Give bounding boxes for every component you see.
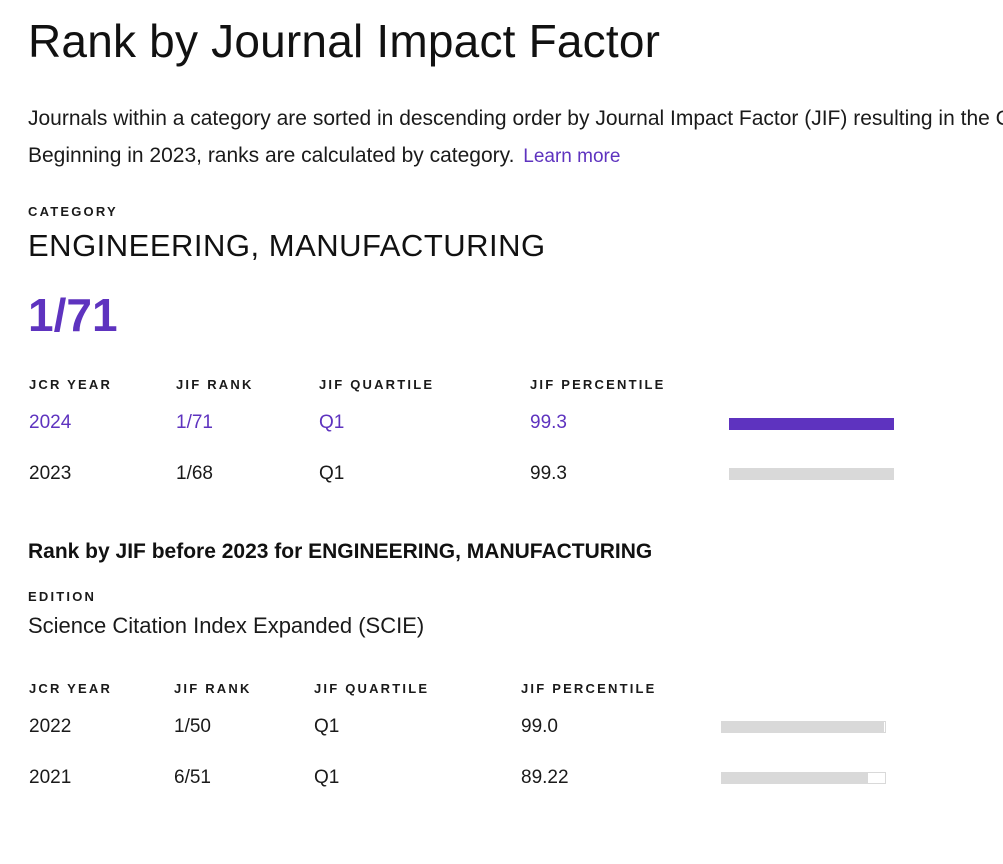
category-name: ENGINEERING, MANUFACTURING <box>28 228 546 263</box>
row-rank: 1/50 <box>174 716 211 737</box>
header-jcr-year: JCR YEAR <box>29 377 113 392</box>
header-jif-percentile: JIF PERCENTILE <box>530 377 666 392</box>
row-rank: 1/68 <box>176 463 213 484</box>
row-quartile: Q1 <box>319 463 345 484</box>
header-jif-rank: JIF RANK <box>174 681 252 696</box>
category-rank: 1/71 <box>28 289 118 341</box>
percentile-bar <box>729 418 894 430</box>
row-percentile: 89.22 <box>521 767 569 788</box>
description-line-2-text: Beginning in 2023, ranks are calculated … <box>28 144 515 167</box>
description-line-2: Beginning in 2023, ranks are calculated … <box>28 137 1003 175</box>
percentile-bar <box>721 772 886 784</box>
row-rank: 6/51 <box>174 767 211 788</box>
edition-label: EDITION <box>28 589 97 604</box>
percentile-bar-fill <box>729 468 893 480</box>
header-jif-quartile: JIF QUARTILE <box>314 681 430 696</box>
row-percentile: 99.3 <box>530 412 567 433</box>
header-jif-rank: JIF RANK <box>176 377 254 392</box>
row-year: 2024 <box>29 412 72 433</box>
row-quartile: Q1 <box>314 716 340 737</box>
row-year: 2022 <box>29 716 72 737</box>
percentile-bar <box>721 721 886 733</box>
row-quartile: Q1 <box>314 767 340 788</box>
row-quartile: Q1 <box>319 412 345 433</box>
row-percentile: 99.0 <box>521 716 558 737</box>
header-jif-quartile: JIF QUARTILE <box>319 377 435 392</box>
row-year: 2021 <box>29 767 72 788</box>
header-jcr-year: JCR YEAR <box>29 681 113 696</box>
row-year: 2023 <box>29 463 72 484</box>
percentile-bar-fill <box>721 772 869 784</box>
pre2023-heading: Rank by JIF before 2023 for ENGINEERING,… <box>28 540 653 563</box>
percentile-bar-fill <box>729 418 893 430</box>
percentile-bar-fill <box>721 721 885 733</box>
description-line-1: Journals within a category are sorted in… <box>28 107 1003 130</box>
header-jif-percentile: JIF PERCENTILE <box>521 681 657 696</box>
row-rank: 1/71 <box>176 412 213 433</box>
description: Journals within a category are sorted in… <box>28 100 1003 175</box>
page-title: Rank by Journal Impact Factor <box>28 15 661 67</box>
percentile-bar <box>729 468 894 480</box>
edition-name: Science Citation Index Expanded (SCIE) <box>28 613 425 638</box>
row-percentile: 99.3 <box>530 463 567 484</box>
category-label: CATEGORY <box>28 204 118 219</box>
learn-more-link[interactable]: Learn more <box>523 146 621 167</box>
